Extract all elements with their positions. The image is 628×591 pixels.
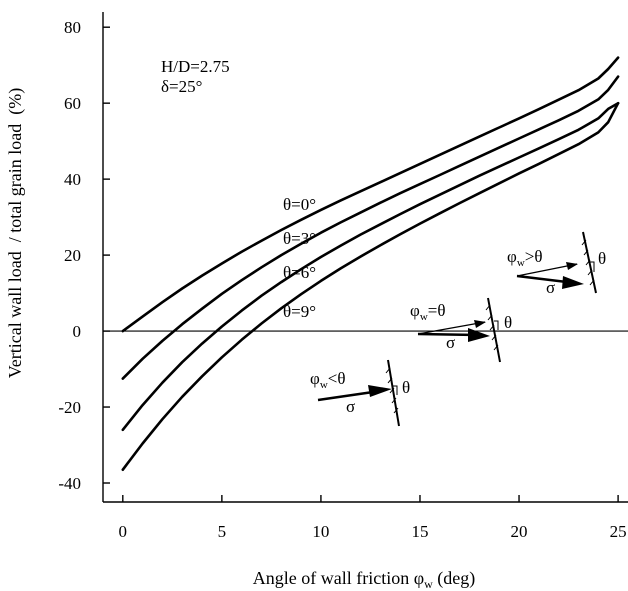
inset-lt-angle-mark [393,385,398,395]
x-tick-label: 5 [218,522,227,541]
inset-eq-thin-arrow [417,321,486,335]
y-tick-label: -40 [58,474,81,493]
y-tick-label: 0 [73,322,82,341]
x-tick-label: 25 [610,522,627,541]
curve-label-theta-3: θ=3° [283,229,316,248]
series-line-1 [121,75,620,380]
inset-eq-thin-arrowhead [474,320,486,328]
inset-gt-relation: >θ [525,247,543,266]
y-tick-label: 20 [64,246,81,265]
inset-lt-sigma: σ [346,397,355,416]
inset-phi-less-than-theta: φw<θ σ θ [310,359,410,427]
inset-phi-equals-theta: φw=θ σ θ [410,297,512,363]
inset-gt-subscript: w [517,257,525,269]
curve-label-theta-9: θ=9° [283,302,316,321]
inset-lt-theta: θ [402,378,410,397]
inset-eq-theta: θ [504,313,512,332]
x-tick-label: 15 [411,522,428,541]
params-annotation-delta: δ=25° [161,77,202,96]
inset-gt-angle-mark [590,261,595,272]
inset-eq-relation: =θ [428,301,446,320]
inset-lt-wall-line [387,359,400,427]
series-line-2 [121,101,620,432]
inset-gt-wall-hatch [581,239,595,286]
y-tick-label: 80 [64,18,81,37]
inset-gt-theta: θ [598,249,606,268]
x-axis-title-main: Angle of wall friction φ [253,568,424,588]
inset-eq-thick-arrowhead [468,328,490,342]
inset-eq-subscript: w [420,311,428,323]
x-tick-label: 20 [511,522,528,541]
inset-gt-thick-arrowhead [562,276,584,289]
inset-lt-thick-arrowhead [368,385,392,397]
x-tick-label: 0 [119,522,128,541]
inset-eq-wall-line [487,297,501,363]
inset-eq-angle-mark [494,320,499,330]
inset-eq-condition: φw=θ [410,301,446,323]
inset-gt-condition: φw>θ [507,247,543,269]
inset-lt-wall-hatch [385,367,399,414]
x-axis-title-unit: (deg) [433,568,475,589]
series-line-3 [121,101,620,472]
inset-lt-subscript: w [320,379,328,391]
inset-gt-thin-arrowhead [566,262,578,270]
x-axis-title-subscript: w [424,577,433,591]
y-tick-label: -20 [58,398,81,417]
curve-label-theta-6: θ=6° [283,263,316,282]
y-tick-label: 40 [64,170,81,189]
axes [102,12,628,503]
inset-gt-wall-line [582,231,597,294]
x-axis-title: Angle of wall friction φw (deg) [253,568,476,591]
y-tick-label: 60 [64,94,81,113]
inset-gt-sigma: σ [546,278,555,297]
inset-lt-relation: <θ [328,369,346,388]
ticks: -40 -20 0 20 40 60 80 0 5 10 15 20 25 [58,18,626,541]
y-axis-title: Vertical wall load / total grain load (%… [5,88,26,378]
params-annotation-hd: H/D=2.75 [161,57,230,76]
series-line-0 [121,56,620,333]
series-group [121,56,620,472]
curve-label-theta-0: θ=0° [283,195,316,214]
inset-phi-greater-than-theta: φw>θ σ θ [507,231,606,297]
inset-lt-phi: φ [310,369,320,388]
inset-eq-sigma: σ [446,333,455,352]
inset-gt-phi: φ [507,247,517,266]
inset-eq-phi: φ [410,301,420,320]
inset-lt-condition: φw<θ [310,369,346,391]
x-tick-label: 10 [312,522,329,541]
inset-eq-wall-hatch [485,304,499,351]
